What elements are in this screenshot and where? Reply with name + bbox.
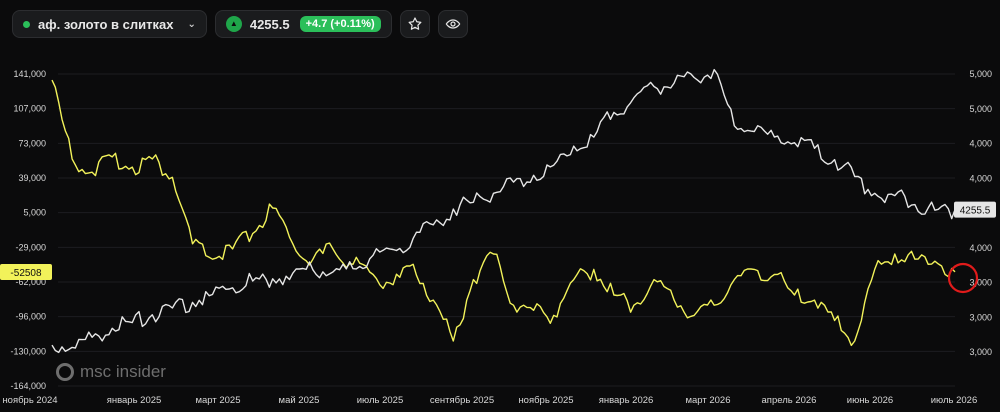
left-last-label-bg — [0, 263, 52, 280]
watermark-text: msc insider — [80, 362, 166, 381]
star-icon — [408, 17, 422, 30]
up-triangle-icon: ▲ — [225, 16, 242, 32]
right-tick-label: 4,000 — [969, 173, 992, 183]
left-tick-label: 5,000 — [23, 208, 46, 218]
right-tick-label: 3,000 — [969, 347, 992, 357]
instrument-selector[interactable]: аф. золото в слитках ⌄ — [12, 10, 207, 38]
left-last-label: -52508 — [10, 268, 42, 279]
left-tick-label: -130,000 — [10, 346, 46, 356]
x-axis: ноябрь 2024 январь 2025 март 2025 май 2025 и… — [2, 395, 977, 406]
x-tick-label: ноябрь 2024 — [2, 395, 57, 406]
left-tick-label: -62,000 — [15, 277, 46, 287]
favorite-button[interactable] — [399, 10, 430, 38]
left-tick-label: -164,000 — [10, 381, 46, 391]
x-tick-label: сентябрь 2025 — [430, 395, 494, 406]
right-tick-label: 3,000 — [969, 278, 992, 288]
x-tick-label: июль 2026 — [931, 395, 978, 406]
x-tick-label: ноябрь 2025 — [518, 395, 573, 406]
right-tick-label: 5,000 — [969, 69, 992, 79]
left-tick-label: 39,000 — [18, 173, 46, 183]
right-tick-label: 4,000 — [969, 139, 992, 149]
price-value: 4255.5 — [249, 16, 290, 32]
left-tick-label: 141,000 — [13, 69, 46, 79]
x-tick-label: июль 2025 — [357, 395, 404, 406]
price-panel: ▲ 4255.5 +4.7 (+0.11%) — [214, 10, 392, 38]
chevron-down-icon: ⌄ — [187, 18, 196, 30]
left-tick-label: 107,000 — [13, 104, 46, 114]
grid — [58, 73, 955, 387]
left-tick-label: -96,000 — [15, 312, 46, 322]
price-change-badge: +4.7 (+0.11%) — [299, 16, 381, 32]
x-tick-label: январь 2025 — [107, 395, 162, 406]
right-tick-label: 5,000 — [969, 104, 992, 114]
left-axis: 141,000 107,000 73,000 39,000 5,000 -29,000 -6… — [10, 69, 46, 391]
watermark: msc insider — [56, 362, 166, 382]
right-last-label-bg — [954, 201, 996, 218]
right-tick-label: 4,000 — [969, 243, 992, 253]
instrument-name: аф. золото в слитках — [38, 16, 174, 32]
x-tick-label: май 2025 — [279, 395, 320, 406]
x-tick-label: январь 2026 — [599, 395, 654, 406]
x-tick-label: июнь 2026 — [847, 395, 893, 406]
x-tick-label: март 2025 — [195, 395, 240, 406]
series-line-left — [51, 79, 956, 347]
right-tick-label: 3,000 — [969, 312, 992, 322]
series-line-right — [51, 68, 956, 354]
left-tick-label: -29,000 — [15, 242, 46, 252]
series-group — [51, 68, 956, 354]
status-dot — [23, 20, 30, 28]
x-tick-label: март 2026 — [685, 395, 730, 406]
toolbar: аф. золото в слитках ⌄ ▲ 4255.5 +4.7 (+0… — [12, 10, 468, 38]
left-tick-label: 73,000 — [18, 138, 46, 148]
highlight-circle — [947, 262, 979, 294]
x-tick-label: апрель 2026 — [762, 395, 817, 406]
right-last-label: 4255.5 — [960, 206, 991, 217]
last-value-labels: -52508 4255.5 — [0, 201, 996, 280]
eye-icon — [445, 19, 461, 29]
visibility-button[interactable] — [437, 10, 468, 38]
msc-logo-icon — [56, 363, 74, 381]
